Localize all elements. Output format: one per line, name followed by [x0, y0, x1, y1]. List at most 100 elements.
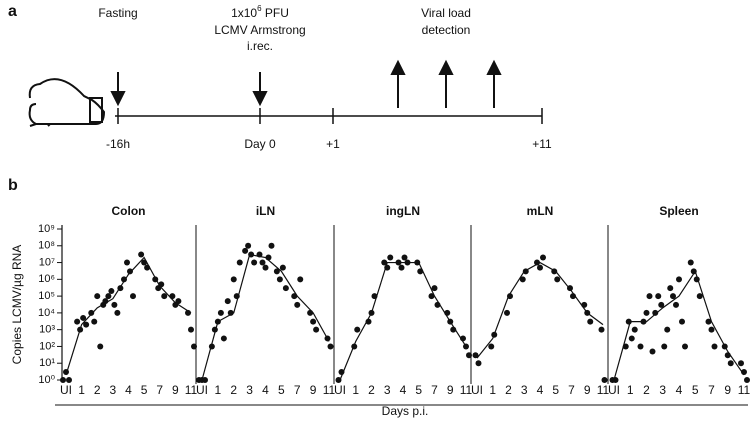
x-tick-label: 7: [294, 383, 301, 397]
data-point: [169, 293, 176, 300]
panel-label: b: [8, 177, 18, 194]
data-point: [114, 309, 121, 316]
data-point: [401, 254, 408, 261]
data-point: [259, 259, 266, 266]
x-tick-label: 2: [94, 383, 101, 397]
x-tick-label: 11: [460, 383, 473, 397]
data-point: [661, 343, 668, 350]
data-point: [738, 360, 744, 367]
median-line: [613, 269, 745, 381]
x-tick-label: 2: [368, 383, 375, 397]
y-tick-label: 10⁵: [38, 290, 55, 302]
data-point: [598, 326, 605, 333]
dose-exp: 6: [257, 4, 262, 13]
x-tick-label: 4: [676, 383, 683, 397]
data-point: [262, 264, 269, 271]
data-point: [242, 247, 249, 254]
data-point: [279, 264, 286, 271]
x-tick-label: 1: [78, 383, 85, 397]
data-point: [138, 251, 145, 258]
x-tick-label: 4: [262, 383, 269, 397]
median-line: [65, 256, 192, 376]
data-point: [354, 326, 361, 333]
data-point: [188, 326, 194, 333]
x-tick-label: UI: [334, 383, 346, 397]
data-point: [230, 276, 237, 283]
x-tick-label: 9: [447, 383, 454, 397]
data-point: [676, 276, 682, 283]
data-point: [66, 377, 72, 383]
data-point: [245, 242, 252, 249]
data-point: [631, 326, 638, 333]
data-point: [294, 301, 301, 308]
x-tick-label: 9: [584, 383, 591, 397]
data-point: [540, 254, 546, 261]
data-point: [554, 276, 561, 283]
data-point: [472, 352, 479, 359]
data-point: [94, 293, 101, 300]
data-point: [307, 309, 314, 316]
data-point: [431, 285, 438, 292]
data-point: [387, 254, 394, 261]
data-point: [643, 309, 650, 316]
data-point: [664, 326, 671, 333]
chart-title: ingLN: [386, 204, 420, 218]
data-point: [655, 293, 662, 300]
x-tick-label: 7: [708, 383, 715, 397]
data-point: [217, 309, 224, 316]
data-point: [273, 268, 280, 275]
data-point: [670, 293, 676, 300]
x-tick-label: UI: [60, 383, 72, 397]
x-axis-label: Days p.i.: [382, 404, 429, 418]
y-tick-label: 10⁷: [39, 256, 55, 268]
x-tick-label: 1: [352, 383, 359, 397]
x-tick-label: 7: [568, 383, 575, 397]
x-tick-label: 11: [597, 383, 610, 397]
x-tick-label: UI: [608, 383, 620, 397]
data-point: [428, 293, 435, 300]
data-point: [488, 343, 495, 350]
data-point: [282, 285, 289, 292]
chart-title: iLN: [256, 204, 275, 218]
data-point: [646, 293, 653, 300]
timeline-ticks: [117, 108, 543, 124]
data-point: [504, 309, 510, 316]
data-point: [268, 242, 275, 249]
data-point: [381, 259, 388, 266]
data-point: [276, 276, 283, 283]
data-point: [108, 288, 115, 295]
data-point: [679, 318, 685, 325]
data-point: [202, 377, 208, 383]
y-tick-label: 10²: [39, 340, 55, 352]
y-tick-label: 10⁹: [38, 223, 55, 235]
x-tick-label: UI: [196, 383, 208, 397]
x-tick-label: 7: [156, 383, 163, 397]
x-tick-label: 3: [246, 383, 253, 397]
x-tick-label: 5: [415, 383, 422, 397]
dose: 1x10: [231, 6, 257, 20]
event-label: Viral load: [421, 6, 471, 20]
event-label: Fasting: [98, 6, 137, 20]
data-point: [121, 276, 127, 283]
x-tick-label: 11: [185, 383, 198, 397]
median-line: [201, 253, 330, 381]
data-point: [251, 259, 258, 266]
data-point: [297, 276, 304, 283]
chart-title: Colon: [112, 204, 146, 218]
x-tick-label: 4: [400, 383, 407, 397]
data-point: [80, 314, 87, 321]
data-point: [310, 318, 317, 325]
x-tick-label: 3: [521, 383, 528, 397]
x-tick-label: 3: [384, 383, 391, 397]
data-point: [673, 301, 679, 308]
data-point: [313, 326, 320, 333]
data-point: [60, 377, 66, 383]
data-point: [74, 318, 81, 325]
y-tick-label: 10³: [39, 324, 55, 336]
x-tick-label: 2: [230, 383, 237, 397]
x-tick-label: 11: [738, 383, 751, 397]
data-point: [105, 293, 112, 300]
data-point: [705, 318, 712, 325]
x-tick-label: 2: [505, 383, 512, 397]
timeline-tick-label: +1: [326, 137, 340, 151]
